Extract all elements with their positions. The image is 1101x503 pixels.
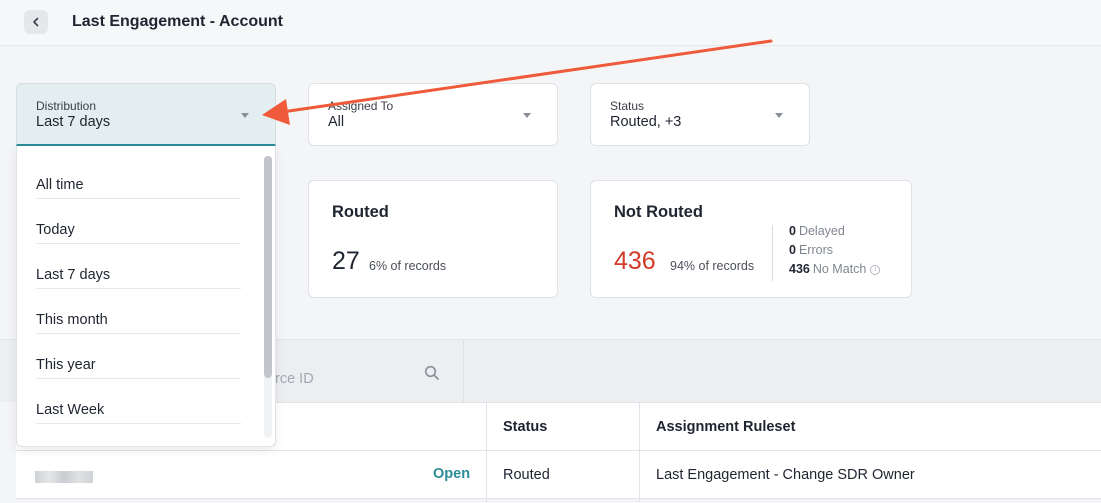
status-dropdown[interactable]: Status Routed, +3 — [590, 83, 810, 146]
column-divider — [639, 402, 640, 502]
not-routed-count: 436 — [614, 247, 656, 275]
option-last-week[interactable]: Last Week — [36, 379, 241, 424]
distribution-value: Last 7 days — [36, 114, 111, 130]
no-match-stat: 436 No Match i — [789, 262, 881, 276]
routed-card: Routed 27 6% of records — [308, 180, 558, 298]
row-ruleset: Last Engagement - Change SDR Owner — [656, 467, 915, 483]
routed-title: Routed — [332, 203, 389, 221]
routed-count: 27 — [332, 247, 360, 275]
option-this-month[interactable]: This month — [36, 289, 241, 334]
errors-count: 0 — [789, 243, 796, 257]
search-placeholder: rce ID — [275, 371, 314, 387]
option-label: This year — [36, 357, 96, 373]
distribution-label: Distribution — [36, 99, 97, 113]
caret-down-icon — [775, 113, 783, 118]
search-icon[interactable] — [424, 365, 440, 381]
open-link[interactable]: Open — [433, 466, 471, 482]
column-assignment-ruleset[interactable]: Assignment Ruleset — [656, 419, 796, 435]
option-label: Today — [36, 222, 75, 238]
not-routed-title: Not Routed — [614, 203, 703, 221]
assigned-to-dropdown[interactable]: Assigned To All — [308, 83, 558, 146]
scrollbar-thumb[interactable] — [264, 156, 272, 378]
option-label: Last 7 days — [36, 267, 111, 283]
status-value: Routed, +3 — [610, 114, 682, 130]
row-status: Routed — [503, 467, 550, 483]
delayed-label: Delayed — [798, 224, 845, 238]
errors-stat: 0 Errors — [789, 243, 833, 257]
caret-down-icon — [241, 113, 249, 118]
caret-down-icon — [523, 113, 531, 118]
assigned-to-label: Assigned To — [328, 99, 394, 113]
records-table: rce ID Status Assignment Ruleset Open Ro… — [0, 339, 1101, 503]
not-routed-percent: 94% of records — [670, 259, 755, 273]
back-button[interactable] — [24, 10, 48, 34]
card-divider — [772, 225, 773, 281]
option-label: This month — [36, 312, 108, 328]
redacted-name — [35, 471, 93, 483]
assigned-to-value: All — [328, 114, 345, 130]
column-status[interactable]: Status — [503, 419, 548, 435]
option-last-7-days[interactable]: Last 7 days — [36, 244, 241, 289]
chevron-left-icon — [33, 17, 39, 27]
info-icon[interactable]: i — [870, 264, 881, 275]
page-title: Last Engagement - Account — [72, 13, 283, 30]
no-match-count: 436 — [789, 262, 810, 276]
distribution-dropdown[interactable]: Distribution Last 7 days — [16, 83, 276, 146]
option-label: Last Week — [36, 402, 105, 418]
column-divider — [486, 402, 487, 502]
not-routed-card: Not Routed 436 94% of records 0 Delayed 0… — [590, 180, 912, 298]
option-all-time[interactable]: All time — [36, 154, 241, 199]
option-label: All time — [36, 177, 84, 193]
option-this-year[interactable]: This year — [36, 334, 241, 379]
no-match-label: No Match — [812, 262, 867, 276]
table-row: Open Routed Last Engagement - Change SDR… — [16, 451, 1101, 499]
errors-label: Errors — [798, 243, 833, 257]
delayed-count: 0 — [789, 224, 796, 238]
delayed-stat: 0 Delayed — [789, 224, 845, 238]
routed-percent: 6% of records — [369, 259, 447, 273]
search-input[interactable]: rce ID — [0, 340, 464, 403]
page-header: Last Engagement - Account — [0, 0, 1101, 46]
status-label: Status — [610, 99, 645, 113]
option-today[interactable]: Today — [36, 199, 241, 244]
distribution-options-list: All time Today Last 7 days This month Th… — [16, 146, 276, 447]
